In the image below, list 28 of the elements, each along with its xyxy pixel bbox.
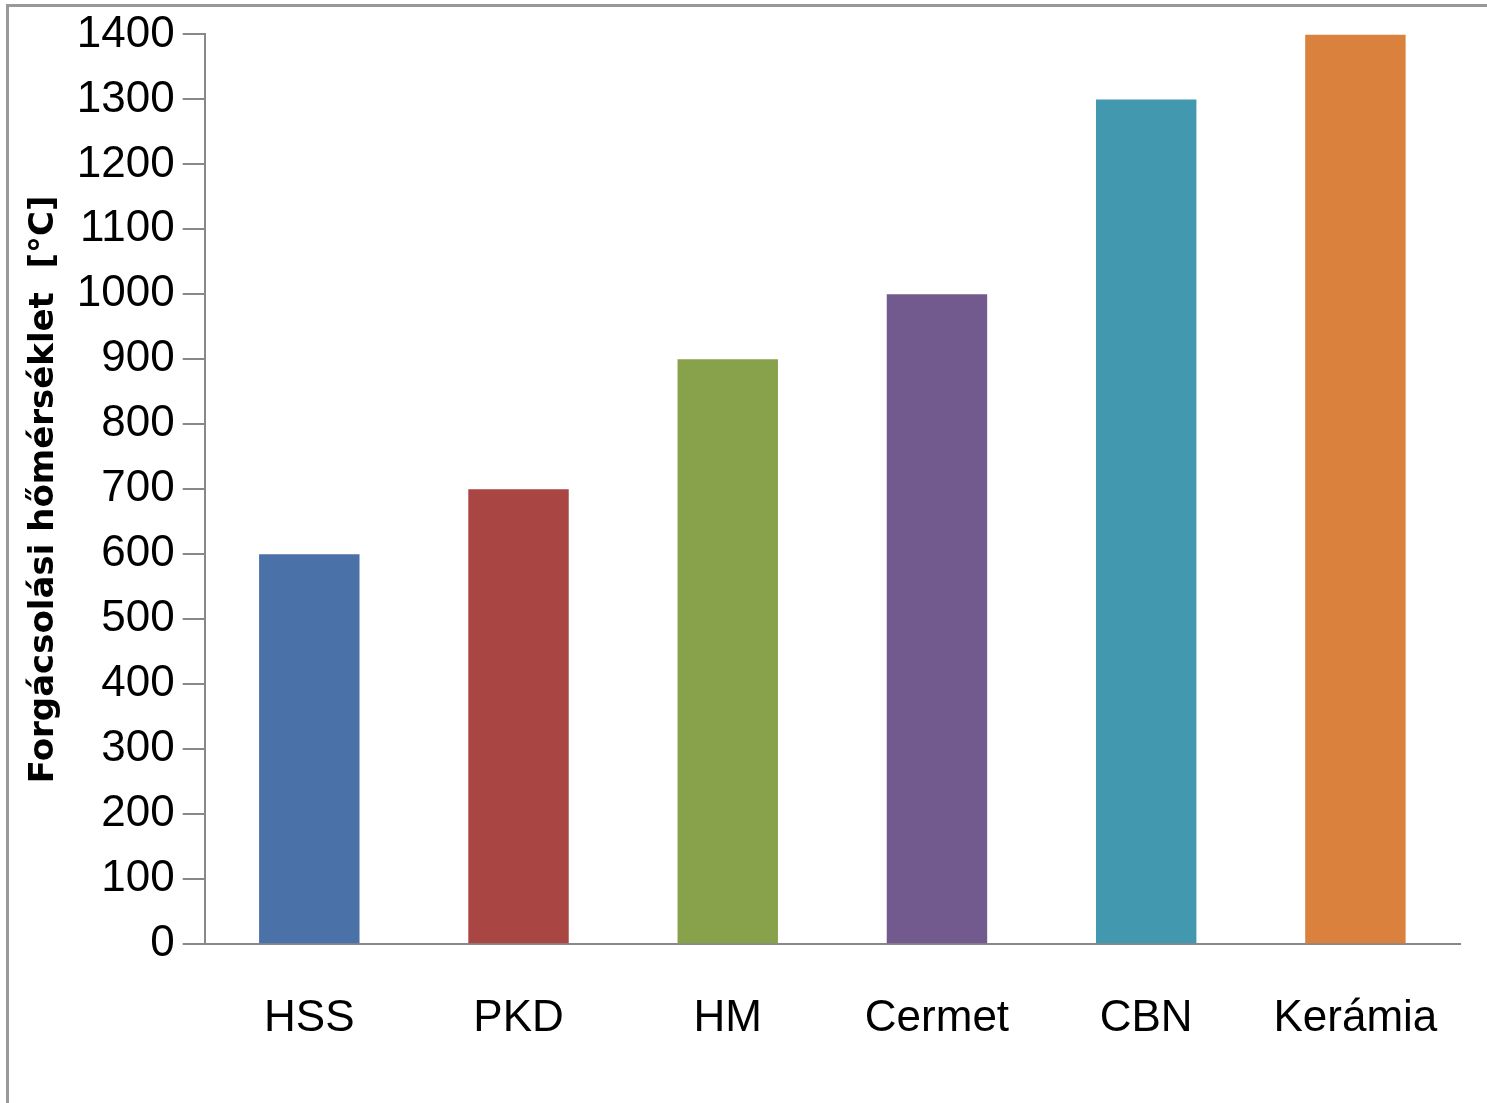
y-tick-label: 900 [101, 331, 175, 381]
y-tick-label: 800 [101, 396, 175, 446]
x-tick-label: PKD [473, 990, 564, 1040]
y-tick-label: 1100 [80, 201, 175, 251]
bar [1305, 34, 1406, 944]
y-tick-label: 1000 [76, 266, 175, 316]
bar [886, 294, 988, 944]
y-tick-label: 400 [101, 656, 175, 706]
y-axis-title: Forgácsolási hőmérséklet [°C] [21, 195, 62, 784]
bar [259, 554, 360, 944]
y-tick-label: 200 [101, 786, 175, 836]
y-tick-label: 1400 [76, 6, 175, 56]
y-tick-label: 1300 [76, 71, 175, 121]
bar [1095, 99, 1197, 944]
y-tick-label: 0 [150, 916, 175, 966]
x-tick-label: Kerámia [1273, 990, 1438, 1040]
y-tick-label: 500 [101, 591, 175, 641]
bar [677, 359, 778, 944]
y-tick-label: 700 [101, 461, 175, 511]
x-tick-label: Cermet [864, 990, 1010, 1040]
y-tick-label: 1200 [76, 136, 175, 186]
y-tick-label: 600 [101, 526, 175, 576]
x-tick-label: HM [693, 990, 762, 1040]
y-tick-label: 300 [101, 721, 175, 771]
x-tick-label: HSS [264, 990, 355, 1040]
bar [468, 489, 569, 944]
x-tick-label: CBN [1099, 990, 1193, 1040]
y-tick-label: 100 [101, 851, 175, 901]
